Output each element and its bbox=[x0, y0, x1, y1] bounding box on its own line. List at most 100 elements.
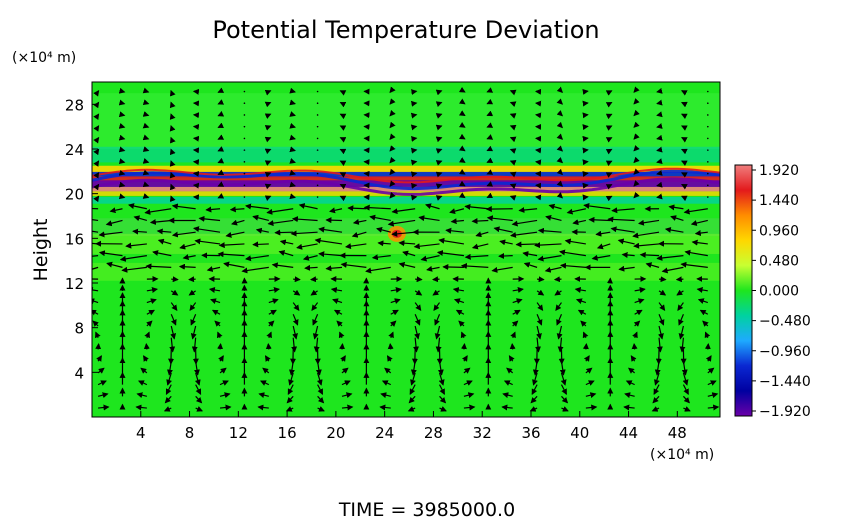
wind-vector bbox=[339, 101, 347, 108]
wind-vector bbox=[471, 218, 489, 225]
wind-vector bbox=[217, 134, 225, 140]
wind-vector bbox=[679, 337, 686, 353]
wind-vector bbox=[607, 216, 635, 223]
wind-vector bbox=[217, 343, 224, 350]
y-tick-label: 16 bbox=[65, 230, 84, 248]
wind-vector bbox=[369, 214, 391, 222]
wind-vector bbox=[439, 384, 445, 395]
wind-vector bbox=[460, 263, 489, 270]
wind-vector bbox=[217, 157, 225, 164]
wind-vector bbox=[217, 99, 225, 105]
wind-vector bbox=[605, 184, 613, 190]
wind-vector bbox=[389, 121, 396, 129]
wind-vector bbox=[439, 406, 447, 412]
wind-vector bbox=[460, 331, 467, 339]
wind-vector bbox=[137, 380, 148, 386]
wind-vector bbox=[105, 219, 123, 227]
wind-vector bbox=[267, 219, 294, 227]
wind-vector bbox=[582, 343, 589, 350]
wind-vector bbox=[585, 392, 597, 399]
wind-vector bbox=[316, 184, 319, 187]
wind-vector bbox=[310, 276, 318, 283]
wind-vector bbox=[243, 90, 246, 93]
wind-vector bbox=[170, 302, 178, 312]
wind-vector bbox=[330, 287, 343, 293]
wind-vector bbox=[453, 298, 465, 305]
wind-vector bbox=[556, 110, 564, 117]
wind-vector bbox=[435, 89, 443, 96]
wind-vector bbox=[98, 404, 110, 411]
wind-vector bbox=[498, 252, 513, 259]
wind-vector bbox=[289, 169, 296, 176]
wind-vector bbox=[268, 320, 275, 327]
wind-vector bbox=[142, 87, 150, 94]
wind-vector bbox=[707, 380, 717, 386]
wind-vector bbox=[577, 309, 587, 316]
wind-vector bbox=[109, 207, 123, 214]
wind-vector bbox=[143, 343, 150, 350]
wind-vector bbox=[389, 180, 396, 187]
wind-vector bbox=[458, 157, 466, 163]
wind-vector bbox=[304, 264, 318, 271]
wind-vector bbox=[225, 231, 245, 238]
y-tick-label: 4 bbox=[74, 364, 84, 382]
wind-vector bbox=[556, 168, 564, 176]
wind-vector bbox=[389, 133, 396, 140]
plot-frame bbox=[91, 81, 721, 418]
wind-vector bbox=[575, 298, 587, 305]
wind-vector bbox=[705, 355, 712, 362]
wind-vector bbox=[97, 367, 105, 374]
wind-vector bbox=[325, 265, 343, 272]
wind-vector bbox=[509, 195, 517, 201]
wind-vector bbox=[93, 101, 100, 109]
field-band bbox=[92, 146, 720, 163]
wind-vector bbox=[651, 406, 660, 412]
wind-vector bbox=[633, 121, 640, 128]
wind-vector bbox=[316, 149, 319, 151]
wind-vector bbox=[195, 395, 203, 404]
x-tick-label: 24 bbox=[375, 424, 394, 442]
wind-vector bbox=[92, 287, 99, 293]
wind-vector bbox=[544, 266, 562, 273]
wind-vector bbox=[435, 337, 442, 353]
wind-vector bbox=[707, 172, 709, 175]
wind-vector bbox=[217, 169, 225, 175]
wind-vector bbox=[435, 195, 443, 201]
wind-vector bbox=[623, 404, 635, 411]
wind-vector bbox=[92, 255, 99, 257]
wind-vector bbox=[560, 262, 586, 269]
wind-vector bbox=[316, 102, 319, 105]
wind-vector bbox=[501, 404, 513, 411]
wind-vector bbox=[289, 87, 296, 94]
wind-vector bbox=[510, 231, 538, 238]
wind-vector bbox=[398, 240, 416, 247]
wind-vector bbox=[171, 203, 196, 210]
wind-vector bbox=[605, 160, 613, 167]
wind-vector bbox=[553, 276, 562, 283]
wind-vector bbox=[252, 214, 269, 222]
wind-vector bbox=[680, 261, 708, 268]
wind-vector bbox=[371, 254, 391, 261]
wind-vector bbox=[142, 169, 150, 176]
wind-vector bbox=[340, 355, 346, 362]
wind-vector bbox=[316, 161, 319, 163]
wind-vector bbox=[460, 343, 467, 350]
wind-vector bbox=[218, 242, 245, 249]
wind-vector bbox=[191, 337, 198, 353]
wind-vector bbox=[511, 219, 538, 227]
wind-vector bbox=[435, 183, 443, 190]
x-tick-label: 48 bbox=[668, 424, 687, 442]
wind-vector bbox=[243, 125, 246, 128]
colorbar-tick-label: 1.920 bbox=[759, 163, 799, 179]
wind-vector bbox=[605, 101, 613, 108]
wind-vector bbox=[537, 255, 562, 262]
wind-vector bbox=[458, 86, 466, 93]
wind-vector bbox=[163, 406, 172, 412]
wind-vector bbox=[435, 136, 443, 143]
wind-vector bbox=[95, 343, 102, 350]
wind-vector bbox=[634, 287, 646, 293]
wind-vector bbox=[389, 86, 396, 94]
wind-vector bbox=[463, 380, 473, 386]
y-unit-label: (×10⁴ m) bbox=[12, 50, 76, 66]
